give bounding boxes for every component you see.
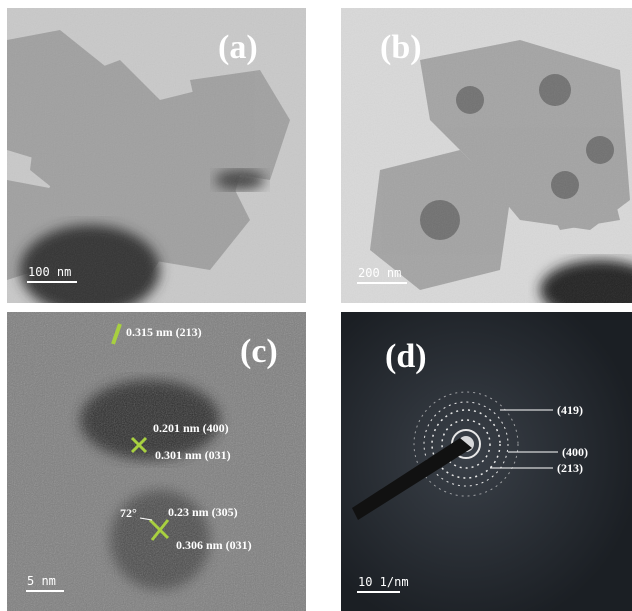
panel-label: (a) xyxy=(218,29,258,66)
annotation: (400) xyxy=(562,445,588,459)
panel-a: (a) 100 nm xyxy=(7,8,306,303)
panel-label: (b) xyxy=(380,29,422,66)
annotation: 0.23 nm (305) xyxy=(168,505,238,519)
panel-c: (c) 0.315 nm (213) 0.201 nm (400) 0.301 … xyxy=(7,312,306,611)
panel-d: (d) (419) (400) (213) 10 1/nm xyxy=(341,312,632,611)
annotation: (419) xyxy=(557,403,583,417)
annotation: 0.315 nm (213) xyxy=(126,325,202,339)
scale-bar-label: 200 nm xyxy=(358,266,401,280)
annotation: 0.306 nm (031) xyxy=(176,538,252,552)
scale-bar-label: 5 nm xyxy=(27,574,56,588)
panel-label: (d) xyxy=(385,338,427,375)
annotation: 72° xyxy=(120,506,137,520)
scale-bar-label: 100 nm xyxy=(28,265,71,279)
panel-label: (c) xyxy=(240,333,278,370)
panel-b: (b) 200 nm xyxy=(341,8,632,303)
annotation: (213) xyxy=(557,461,583,475)
scale-bar-label: 10 1/nm xyxy=(358,575,409,589)
annotation: 0.301 nm (031) xyxy=(155,448,231,462)
annotation: 0.201 nm (400) xyxy=(153,421,229,435)
